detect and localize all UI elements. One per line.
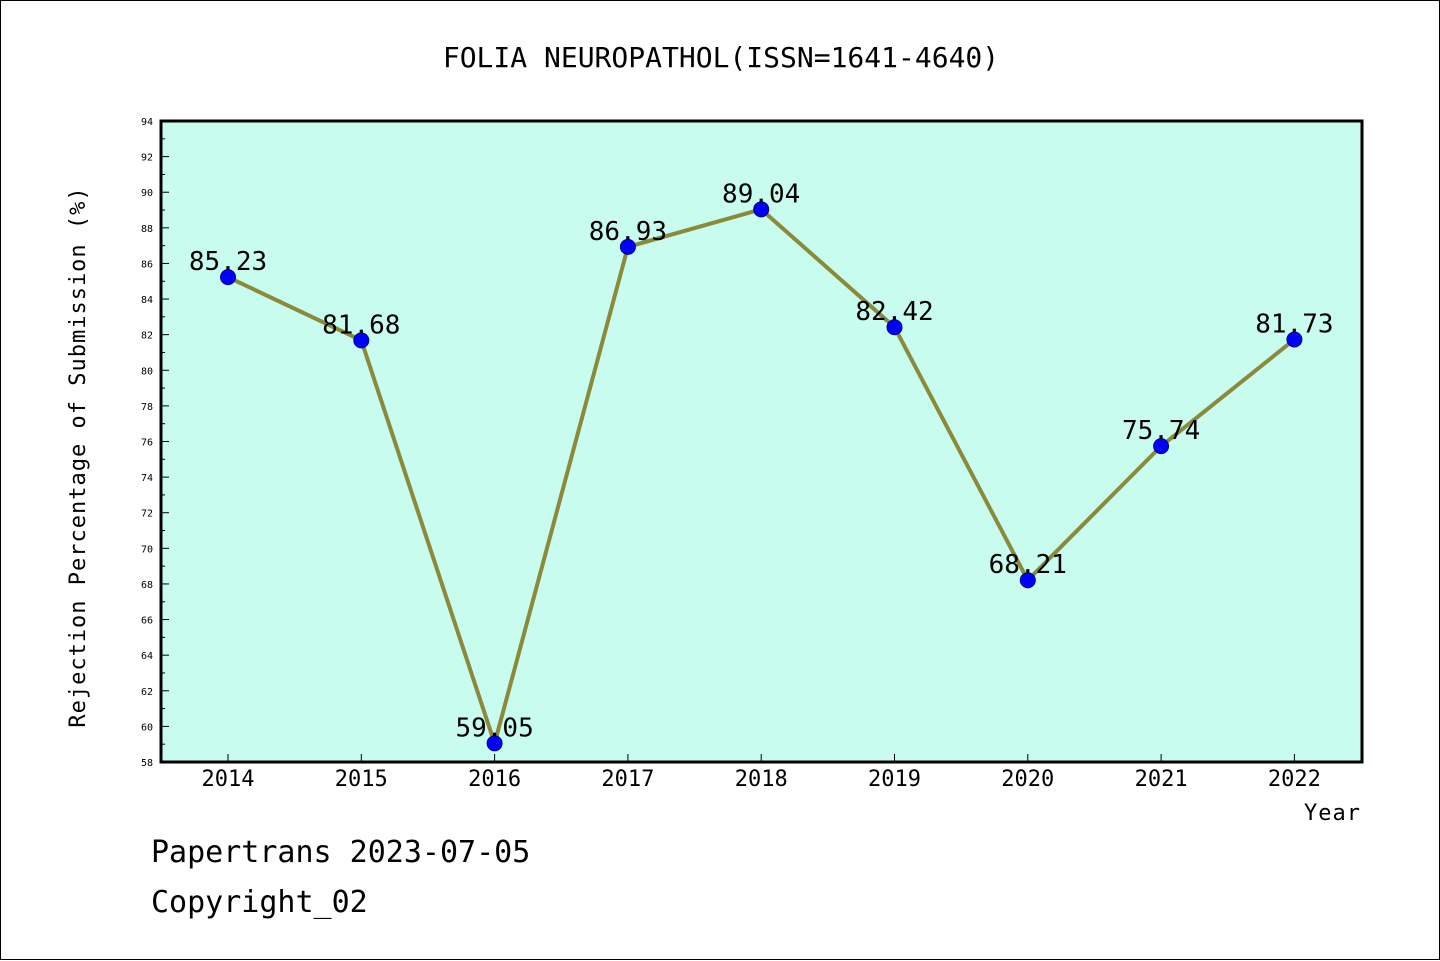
x-axis: 2014 2015 2016 2017 2018 2019 2020 2021 2022 [202, 754, 1321, 792]
x-tick-label: 2014 [202, 767, 255, 792]
data-point [1286, 331, 1303, 348]
y-tick-label: 86 [141, 259, 153, 270]
y-tick-label: 94 [141, 117, 153, 128]
data-label: 82.42 [855, 297, 933, 327]
y-tick-label: 76 [141, 438, 153, 449]
data-point [220, 269, 236, 286]
data-point [353, 332, 370, 349]
y-tick-label: 88 [141, 224, 153, 235]
y-tick-label: 80 [141, 366, 153, 377]
data-point [486, 735, 503, 752]
data-point [886, 319, 903, 336]
y-tick-label: 60 [141, 722, 153, 733]
data-label: 59.05 [455, 713, 533, 743]
y-tick-label: 70 [141, 544, 153, 555]
data-label: 86.93 [589, 217, 667, 247]
x-tick-label: 2021 [1135, 767, 1188, 792]
y-tick-label: 84 [141, 295, 153, 306]
y-axis: 58 60 62 64 66 68 70 72 74 76 78 80 82 84 86 88 90 92 94 [141, 117, 169, 769]
x-tick-label: 2017 [601, 767, 654, 792]
data-point [619, 238, 636, 255]
x-tick-label: 2020 [1001, 767, 1054, 792]
x-tick-label: 2018 [735, 767, 788, 792]
y-tick-label: 74 [141, 473, 153, 484]
x-tick-label: 2015 [335, 767, 388, 792]
data-label: 75.74 [1122, 416, 1200, 446]
x-tick-label: 2016 [468, 767, 521, 792]
y-tick-label: 82 [141, 331, 153, 342]
data-point [1153, 438, 1170, 455]
y-tick-label: 58 [141, 758, 153, 769]
data-label: 68.21 [989, 550, 1067, 580]
footer-source: Papertrans 2023-07-05 [151, 835, 531, 870]
footer-copyright: Copyright_02 [151, 885, 368, 920]
y-tick-label: 92 [141, 153, 153, 164]
chart-title: FOLIA NEUROPATHOL(ISSN=1641-4640) [443, 41, 999, 74]
y-tick-label: 72 [141, 509, 153, 520]
x-tick-label: 2019 [868, 767, 921, 792]
data-label: 85.23 [189, 247, 267, 277]
y-axis-label: Rejection Percentage of Submission (%) [66, 186, 91, 727]
y-tick-label: 66 [141, 616, 153, 627]
y-tick-label: 78 [141, 402, 153, 413]
data-label: 81.73 [1255, 309, 1333, 339]
x-axis-label: Year [1304, 801, 1361, 826]
y-tick-label: 90 [141, 188, 153, 199]
data-point [1019, 572, 1036, 589]
series-layer: 85.23 81.68 59.05 86.93 89.04 82.42 68.21 75.74… [189, 179, 1334, 752]
data-label: 89.04 [722, 179, 800, 209]
y-tick-label: 64 [141, 651, 153, 662]
data-point [753, 201, 770, 218]
data-label: 81.68 [322, 310, 400, 340]
x-tick-label: 2022 [1268, 767, 1321, 792]
y-tick-label: 68 [141, 580, 153, 591]
y-tick-label: 62 [141, 687, 153, 698]
